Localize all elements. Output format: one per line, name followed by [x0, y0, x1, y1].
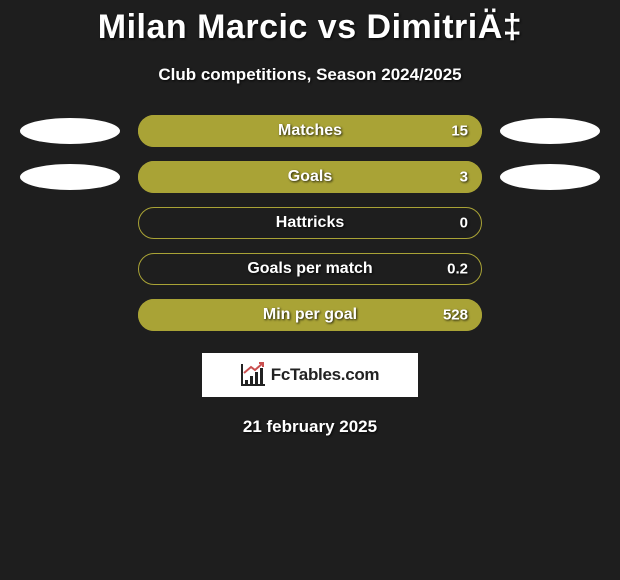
- stat-label: Goals per match: [247, 260, 372, 278]
- page-title: Milan Marcic vs DimitriÄ‡: [0, 8, 620, 47]
- stat-row: Goals per match 0.2: [0, 253, 620, 285]
- left-spacer: [20, 256, 120, 282]
- stat-label: Min per goal: [263, 306, 357, 324]
- right-ellipse: [500, 118, 600, 144]
- left-ellipse: [20, 164, 120, 190]
- right-spacer: [500, 256, 600, 282]
- stat-row: Matches 15: [0, 115, 620, 147]
- logo-chart-icon: [241, 364, 265, 386]
- logo-text: FcTables.com: [271, 365, 380, 385]
- stat-value: 3: [460, 169, 468, 186]
- stat-bar: Min per goal 528: [138, 299, 482, 331]
- fctables-logo: FcTables.com: [202, 353, 418, 397]
- left-spacer: [20, 210, 120, 236]
- subtitle: Club competitions, Season 2024/2025: [0, 65, 620, 85]
- stat-label: Hattricks: [276, 214, 344, 232]
- stat-bar: Hattricks 0: [138, 207, 482, 239]
- stats-rows: Matches 15 Goals 3 Hattricks 0 Goals per match…: [0, 115, 620, 331]
- left-ellipse: [20, 118, 120, 144]
- right-spacer: [500, 210, 600, 236]
- stat-row: Hattricks 0: [0, 207, 620, 239]
- right-ellipse: [500, 164, 600, 190]
- stat-row: Min per goal 528: [0, 299, 620, 331]
- stat-value: 15: [451, 123, 468, 140]
- stat-row: Goals 3: [0, 161, 620, 193]
- stat-bar: Goals per match 0.2: [138, 253, 482, 285]
- stat-value: 0.2: [447, 261, 468, 278]
- date-text: 21 february 2025: [0, 417, 620, 437]
- stat-bar: Goals 3: [138, 161, 482, 193]
- right-spacer: [500, 302, 600, 328]
- stat-label: Matches: [278, 122, 342, 140]
- stat-value: 528: [443, 307, 468, 324]
- stat-value: 0: [460, 215, 468, 232]
- stat-bar: Matches 15: [138, 115, 482, 147]
- stat-label: Goals: [288, 168, 332, 186]
- left-spacer: [20, 302, 120, 328]
